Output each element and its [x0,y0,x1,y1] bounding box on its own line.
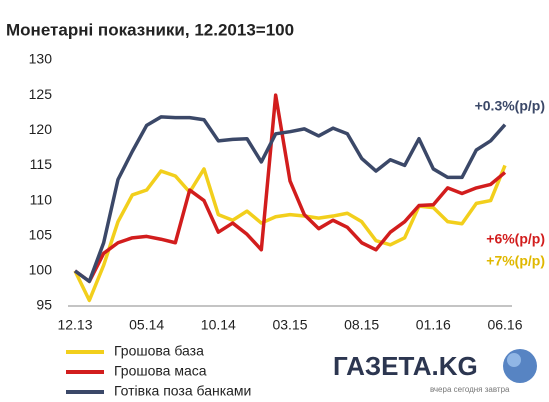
y-tick-label: 95 [36,297,52,313]
x-tick-label: 03.15 [272,317,307,333]
legend-label: Грошова маса [114,363,207,379]
annotation: +6%(p/p) [486,231,545,247]
x-tick-label: 05.14 [129,317,164,333]
x-tick-label: 10.14 [201,317,236,333]
series-line [73,93,507,284]
logo: ГАЗЕТА.KG вчера сегодня завтра [333,349,537,394]
chart-title: Монетарні показники, 12.2013=100 [6,20,294,39]
annotation: +0.3%(p/p) [475,98,545,114]
y-tick-label: 105 [29,226,53,242]
y-tick-label: 120 [29,121,53,137]
series-line [73,164,507,303]
logo-name: ГАЗЕТА.KG [333,351,478,381]
x-tick-label: 06.16 [487,317,522,333]
x-tick-label: 01.16 [416,317,451,333]
legend-label: Готівка поза банками [114,383,251,399]
y-tick-label: 125 [29,86,53,102]
y-tick-label: 130 [29,51,53,67]
annotation: +7%(p/p) [486,253,545,269]
series-line [73,115,507,284]
x-tick-label: 12.13 [57,317,92,333]
y-tick-label: 110 [30,191,53,207]
logo-globe-highlight [507,353,521,367]
x-tick-label: 08.15 [344,317,379,333]
y-tick-label: 115 [30,156,53,172]
logo-tagline: вчера сегодня завтра [430,385,510,394]
logo-globe [503,349,537,383]
legend-label: Грошова база [114,343,204,359]
y-tick-label: 100 [29,262,53,278]
